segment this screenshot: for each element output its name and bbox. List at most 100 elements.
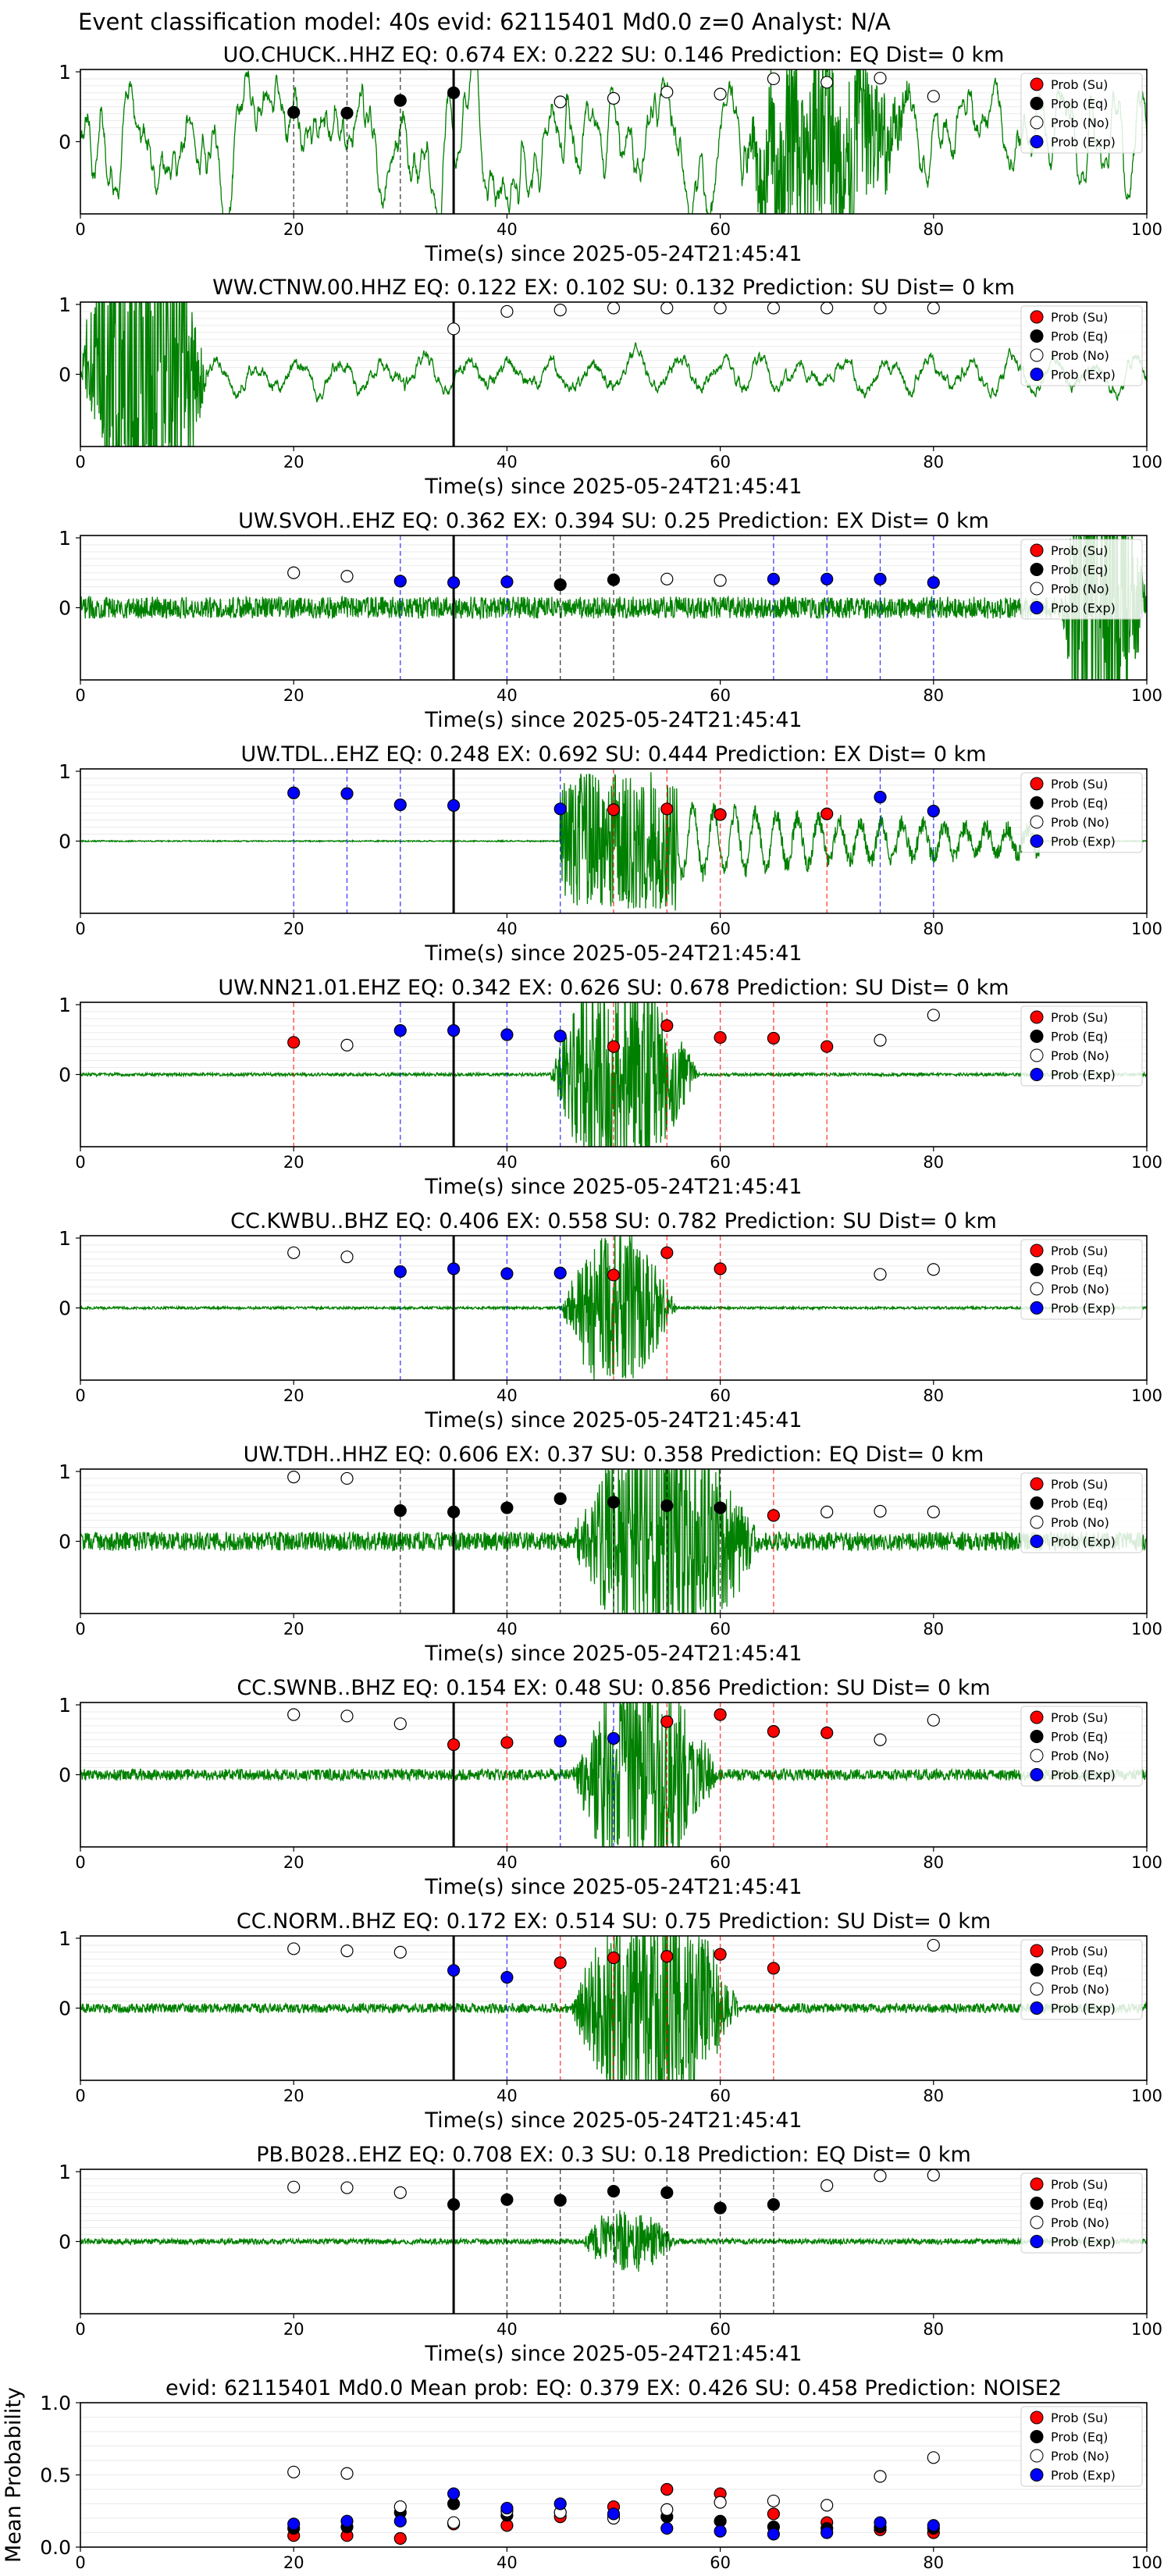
x-tick-label: 100 — [1131, 1386, 1162, 1405]
legend-label: Prob (Su) — [1051, 777, 1108, 792]
prob-marker-exp — [820, 572, 834, 585]
axes-frame — [80, 1468, 1148, 1614]
prob-marker-eq — [714, 1501, 727, 1514]
x-tick-label: 60 — [710, 920, 731, 938]
x-tick-label: 0 — [75, 1386, 85, 1405]
prob-marker-no — [874, 1034, 887, 1047]
prob-marker-exp — [287, 786, 301, 799]
y-tick-label: 1 — [59, 1227, 71, 1250]
x-tick-label: 40 — [497, 220, 518, 239]
axes-frame — [80, 2169, 1148, 2314]
prob-marker-no — [340, 1471, 354, 1485]
axes-frame — [80, 535, 1148, 681]
x-tick-label: 0 — [75, 453, 85, 471]
legend-marker — [1030, 2468, 1044, 2482]
mean-point-no — [927, 2451, 940, 2464]
prob-marker-exp — [393, 798, 407, 812]
legend-marker — [1030, 1048, 1044, 1062]
legend-marker — [1030, 2411, 1044, 2425]
y-tick-label: 0 — [59, 831, 71, 853]
legend-label: Prob (No) — [1051, 2449, 1109, 2464]
prob-marker-no — [287, 2180, 301, 2194]
legend-label: Prob (Eq) — [1051, 1263, 1108, 1278]
mean-point-exp — [553, 2497, 567, 2510]
legend-marker — [1030, 116, 1044, 130]
y-tick-label: 0 — [59, 1531, 71, 1553]
prob-marker-exp — [874, 791, 887, 804]
panels: UO.CHUCK..HHZ EQ: 0.674 EX: 0.222 SU: 0.… — [2, 43, 1162, 2572]
y-tick-label: 1 — [59, 61, 71, 84]
prob-marker-no — [287, 566, 301, 579]
prob-marker-no — [874, 2169, 887, 2183]
legend-frame — [1020, 73, 1143, 154]
y-tick-label: 1.0 — [40, 2392, 71, 2414]
prob-marker-no — [820, 1505, 834, 1519]
prob-marker-no — [607, 91, 621, 105]
legend-marker — [1030, 310, 1044, 324]
prob-marker-no — [874, 1733, 887, 1746]
legend-label: Prob (Eq) — [1051, 329, 1108, 344]
waveform-trace — [80, 1002, 1147, 1147]
legend-marker — [1030, 2430, 1044, 2443]
prob-marker-su — [660, 1715, 674, 1728]
legend-label: Prob (Su) — [1051, 2411, 1108, 2425]
legend-label: Prob (No) — [1051, 1982, 1109, 1997]
legend-label: Prob (Su) — [1051, 1944, 1108, 1959]
panel-10: PB.B028..EHZ EQ: 0.708 EX: 0.3 SU: 0.18 … — [59, 2143, 1162, 2366]
legend-marker — [1030, 1496, 1044, 1510]
y-tick-label: 1 — [59, 527, 71, 550]
x-tick-label: 20 — [283, 1386, 304, 1405]
y-tick-label: 1 — [59, 294, 71, 316]
x-tick-label: 0 — [75, 2553, 85, 2572]
legend: Prob (Su) Prob (Eq) Prob (No) Prob (Exp) — [1020, 772, 1143, 853]
x-tick-label: 60 — [710, 1620, 731, 1638]
prob-marker-exp — [447, 1262, 461, 1276]
prob-marker-no — [927, 90, 940, 103]
waveform-trace — [80, 1936, 1147, 2080]
legend-marker — [1030, 2177, 1044, 2191]
prob-marker-no — [340, 1944, 354, 1958]
legend-label: Prob (No) — [1051, 1048, 1109, 1063]
prob-marker-eq — [447, 86, 461, 99]
legend-label: Prob (Su) — [1051, 77, 1108, 92]
panel-title: WW.CTNW.00.HHZ EQ: 0.122 EX: 0.102 SU: 0… — [212, 276, 1015, 300]
prob-marker-su — [820, 1726, 834, 1739]
legend-frame — [1020, 1472, 1143, 1553]
panel-8: CC.SWNB..BHZ EQ: 0.154 EX: 0.48 SU: 0.85… — [59, 1676, 1162, 1899]
legend-label: Prob (No) — [1051, 1515, 1109, 1530]
legend: Prob (Su) Prob (Eq) Prob (No) Prob (Exp) — [1020, 73, 1143, 154]
prob-marker-exp — [553, 1735, 567, 1748]
x-tick-label: 100 — [1131, 220, 1162, 239]
prob-marker-su — [660, 802, 674, 816]
x-axis-label: Time(s) since 2025-05-24T21:45:41 — [424, 708, 802, 732]
x-tick-label: 20 — [283, 920, 304, 938]
x-tick-label: 80 — [923, 1853, 944, 1872]
mean-point-su — [393, 2532, 407, 2545]
prob-marker-exp — [447, 1964, 461, 1977]
legend: Prob (Su) Prob (Eq) Prob (No) Prob (Exp) — [1020, 305, 1143, 386]
prob-marker-no — [287, 1246, 301, 1259]
y-axis-label: Mean Probability — [2, 2387, 26, 2563]
prob-marker-no — [820, 301, 834, 315]
panel-title: evid: 62115401 Md0.0 Mean prob: EQ: 0.37… — [166, 2376, 1062, 2400]
x-tick-label: 100 — [1131, 1153, 1162, 1172]
legend-label: Prob (Eq) — [1051, 2430, 1108, 2445]
panel-2: WW.CTNW.00.HHZ EQ: 0.122 EX: 0.102 SU: 0… — [59, 276, 1162, 499]
prob-marker-su — [660, 1950, 674, 1963]
legend-marker — [1030, 1982, 1044, 1996]
x-tick-label: 40 — [497, 1620, 518, 1638]
x-tick-label: 60 — [710, 2087, 731, 2105]
legend-marker — [1030, 77, 1044, 91]
legend-frame — [1020, 1706, 1143, 1787]
y-tick-label: 0 — [59, 1064, 71, 1087]
legend-marker — [1030, 2001, 1044, 2015]
panel-title: UW.SVOH..EHZ EQ: 0.362 EX: 0.394 SU: 0.2… — [238, 509, 989, 533]
prob-marker-no — [340, 2181, 354, 2194]
x-tick-label: 0 — [75, 1620, 85, 1638]
panel-9: CC.NORM..BHZ EQ: 0.172 EX: 0.514 SU: 0.7… — [59, 1909, 1162, 2133]
prob-marker-no — [393, 1717, 407, 1731]
prob-marker-exp — [500, 1028, 514, 1041]
prob-marker-no — [874, 301, 887, 315]
x-tick-label: 20 — [283, 2087, 304, 2105]
legend-frame — [1020, 1939, 1143, 2020]
